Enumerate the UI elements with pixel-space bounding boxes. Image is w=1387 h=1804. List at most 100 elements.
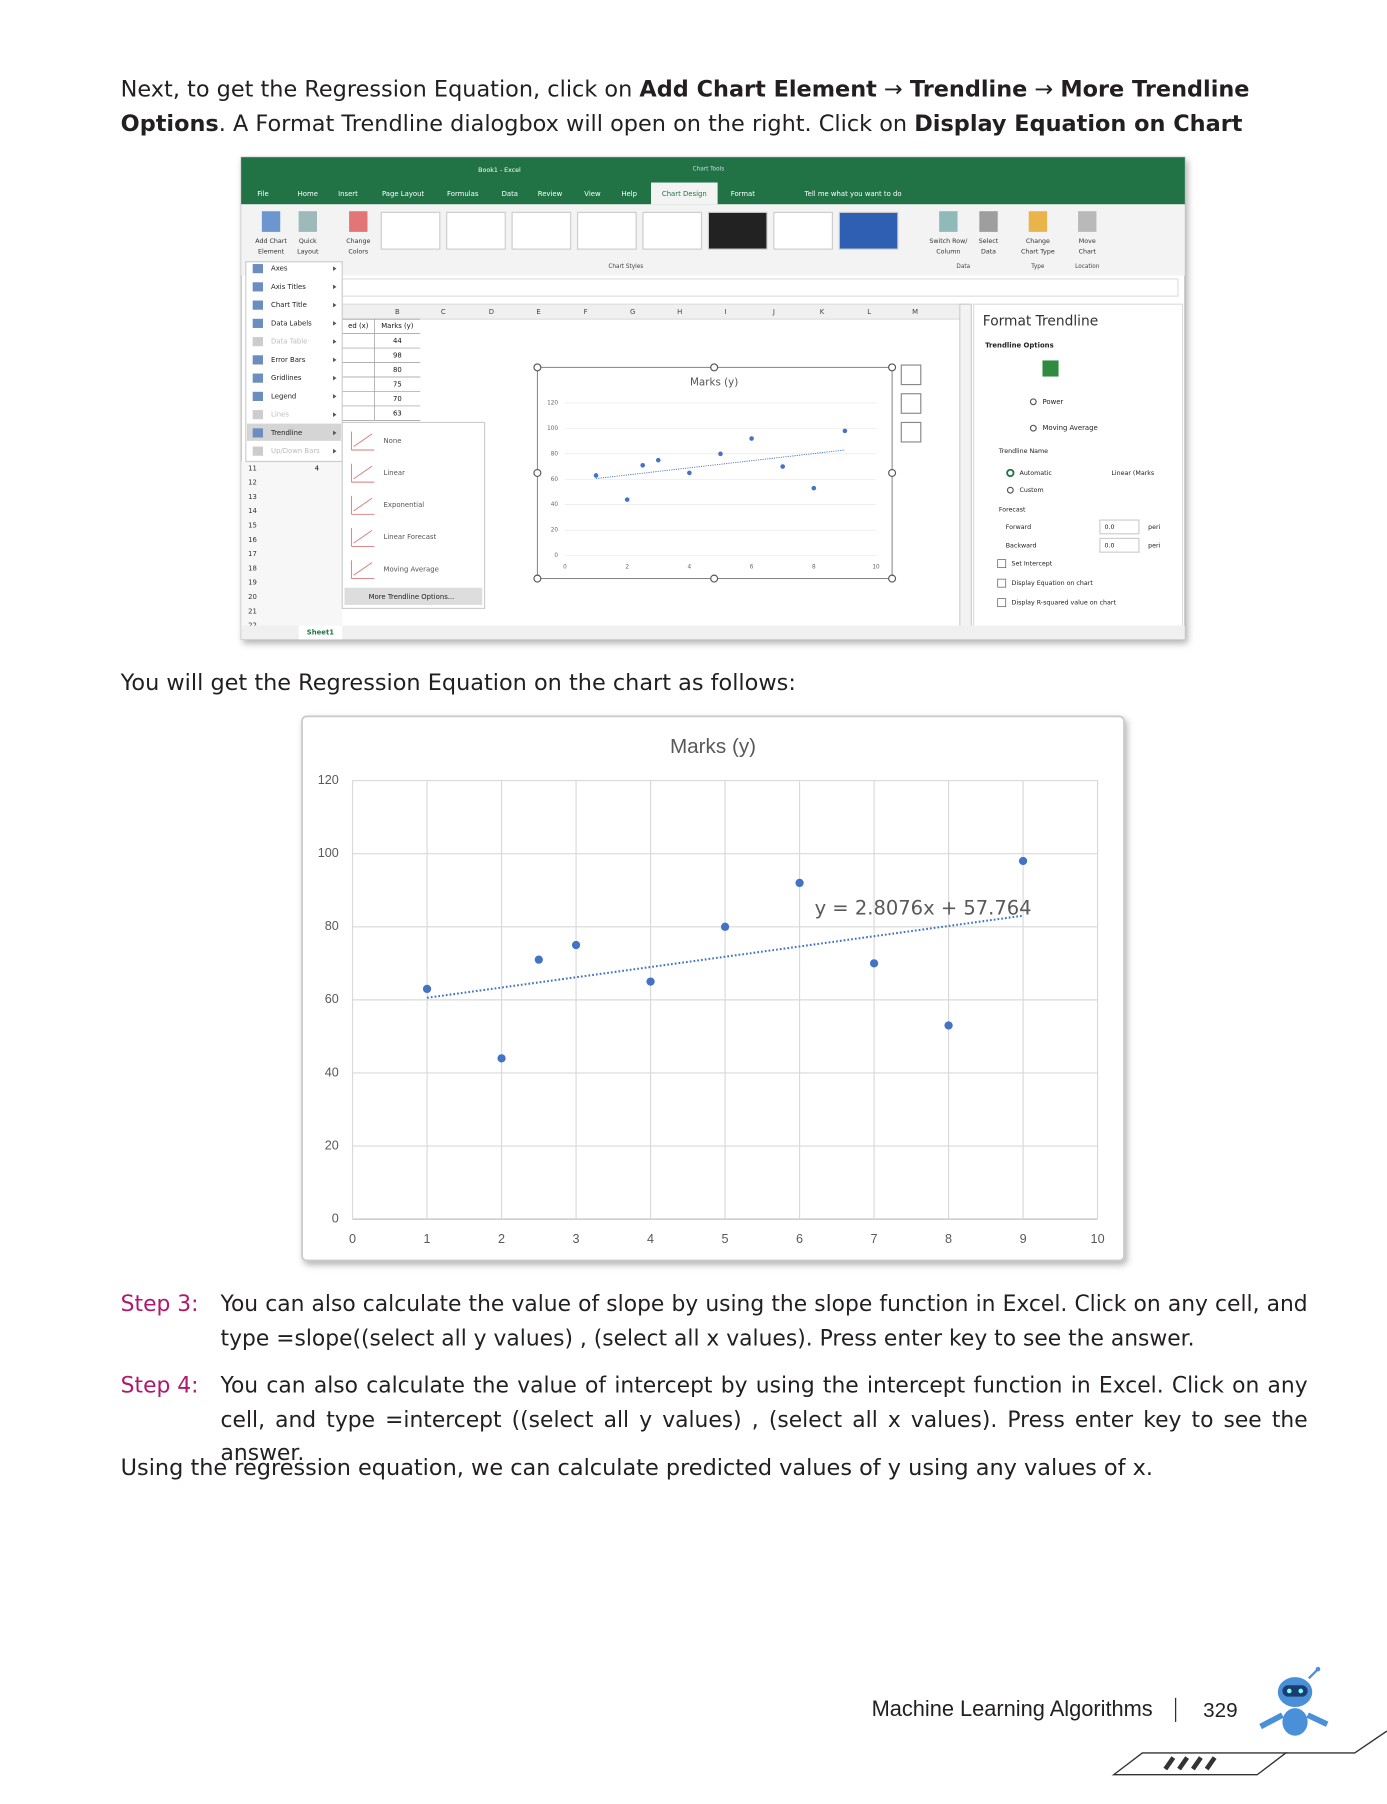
mini-y-tick-label: 0	[554, 553, 558, 559]
submenu-icon	[350, 431, 375, 451]
cell-value: 4	[315, 464, 319, 472]
column-header: B	[395, 308, 400, 316]
checkbox	[997, 598, 1007, 608]
excel-screenshot: Book1 - Excel Chart Tools File Home Insert Pa…	[240, 156, 1186, 640]
chart-style-thumb	[642, 211, 703, 250]
chart-style-thumb	[773, 211, 833, 250]
panel-option: Backward	[1006, 542, 1037, 549]
ribbon-button-label: Switch Row/	[929, 238, 968, 245]
sheet-tab-label: Sheet1	[307, 629, 334, 637]
menu-item: Trendline	[270, 429, 302, 437]
x-tick-label: 7	[871, 1232, 878, 1246]
ribbon-tab: Formulas	[447, 190, 479, 198]
panel-option: Custom	[1020, 487, 1044, 494]
bold-term: Trendline	[909, 75, 1028, 103]
bold-term: Add Chart Element	[639, 75, 877, 103]
cell-value: 80	[393, 366, 402, 374]
context-tab: Chart Tools	[693, 166, 725, 172]
sheet-bar	[241, 625, 1185, 640]
mini-y-tick-label: 60	[551, 477, 559, 483]
sheet-tab	[298, 625, 343, 640]
mini-trendline	[595, 449, 845, 480]
data-point	[571, 940, 581, 950]
panel-title: Format Trendline	[983, 313, 1098, 329]
data-point	[687, 470, 692, 476]
menu-arrow	[333, 375, 337, 381]
mini-y-tick-label: 20	[551, 528, 559, 534]
submenu-item: Exponential	[384, 501, 425, 509]
menu-arrow	[333, 321, 337, 326]
ribbon-icon	[349, 211, 368, 232]
ribbon-button-label: Chart Type	[1021, 248, 1055, 255]
ribbon-tab: Review	[538, 190, 563, 198]
ribbon-icon	[298, 211, 317, 232]
column-header: M	[912, 308, 918, 316]
chart-style-thumb	[707, 211, 768, 250]
x-tick-label: 2	[498, 1232, 505, 1246]
data-point	[640, 462, 645, 468]
bold-term: More Trendline Options	[120, 75, 1250, 137]
menu-arrow	[333, 448, 337, 454]
panel-label: Forecast	[999, 507, 1026, 514]
menu-item: Data Labels	[271, 319, 312, 327]
menu-arrow	[333, 412, 337, 417]
robot-icon	[1259, 1666, 1329, 1736]
row-number: 12	[248, 479, 257, 487]
data-point	[749, 436, 754, 441]
ribbon-button-label: Chart	[1079, 248, 1097, 255]
chart-frame	[301, 715, 1125, 1262]
cell-value: 70	[393, 395, 402, 403]
data-point	[497, 1054, 506, 1063]
chart-style-thumb	[446, 211, 506, 250]
submenu-item: More Trendline Options...	[369, 593, 455, 601]
data-point	[811, 485, 817, 491]
closing: Using the regression equation, we can ca…	[120, 1454, 1154, 1481]
resize-handle	[533, 468, 542, 477]
trendline	[426, 914, 1024, 999]
ribbon-button-label: Layout	[297, 248, 319, 255]
step-text: You can also calculate the value of slop…	[220, 1291, 1308, 1351]
panel-value: Linear (Marks	[1111, 470, 1154, 477]
mini-chart-title: Marks (y)	[690, 376, 738, 388]
text-run: checkbox..	[121, 145, 241, 146]
menu-icon	[252, 264, 264, 274]
steps: Step 3: You can also calculate the value …	[121, 1288, 1308, 1471]
bold-term: Display Equation on Chart	[914, 110, 1243, 137]
column-header: J	[772, 308, 775, 316]
chart-button	[900, 393, 922, 414]
y-tick-label: 120	[318, 773, 339, 787]
row-number: 22	[248, 622, 257, 630]
menu-icon	[252, 300, 264, 310]
ribbon-group-label: Location	[1075, 264, 1100, 270]
cell-value: 75	[393, 380, 402, 388]
ribbon-tab: File	[257, 190, 269, 198]
steps-box: Step 3: You can also calculate the value …	[121, 1288, 1308, 1471]
cell-value: 98	[393, 351, 402, 359]
menu-item: Up/Down Bars	[271, 447, 320, 455]
row-number: 21	[248, 607, 257, 615]
row-number: 19	[248, 579, 257, 587]
chart-style-thumb	[576, 211, 637, 250]
submenu-icon	[350, 495, 375, 515]
panel-input	[1099, 537, 1140, 553]
ribbon-icon	[1028, 211, 1048, 232]
ribbon-button-label: Element	[258, 248, 285, 255]
column-header: I	[725, 308, 727, 316]
resize-handle	[533, 574, 542, 583]
panel-unit: peri	[1148, 524, 1160, 531]
data-point	[780, 464, 785, 469]
intro-box: Next, to get the Regression Equation, cl…	[120, 75, 1250, 146]
x-tick-label: 3	[573, 1232, 580, 1246]
mini-y-tick-label: 100	[547, 426, 558, 432]
page-number: 329	[1203, 1699, 1237, 1722]
panel-input-value: 0.0	[1104, 524, 1114, 531]
resize-handle	[888, 363, 897, 372]
mini-x-tick-label: 8	[812, 565, 816, 571]
y-tick-label: 40	[325, 1065, 339, 1079]
step-text: You can also calculate the value of inte…	[220, 1372, 1308, 1466]
ribbon-button-label: Quick	[299, 238, 317, 245]
text-run: Next, to get the Regression Equation, cl…	[120, 75, 640, 103]
resize-handle	[710, 574, 719, 583]
chart-title: Marks (y)	[670, 735, 756, 758]
row-number: 13	[248, 493, 257, 501]
